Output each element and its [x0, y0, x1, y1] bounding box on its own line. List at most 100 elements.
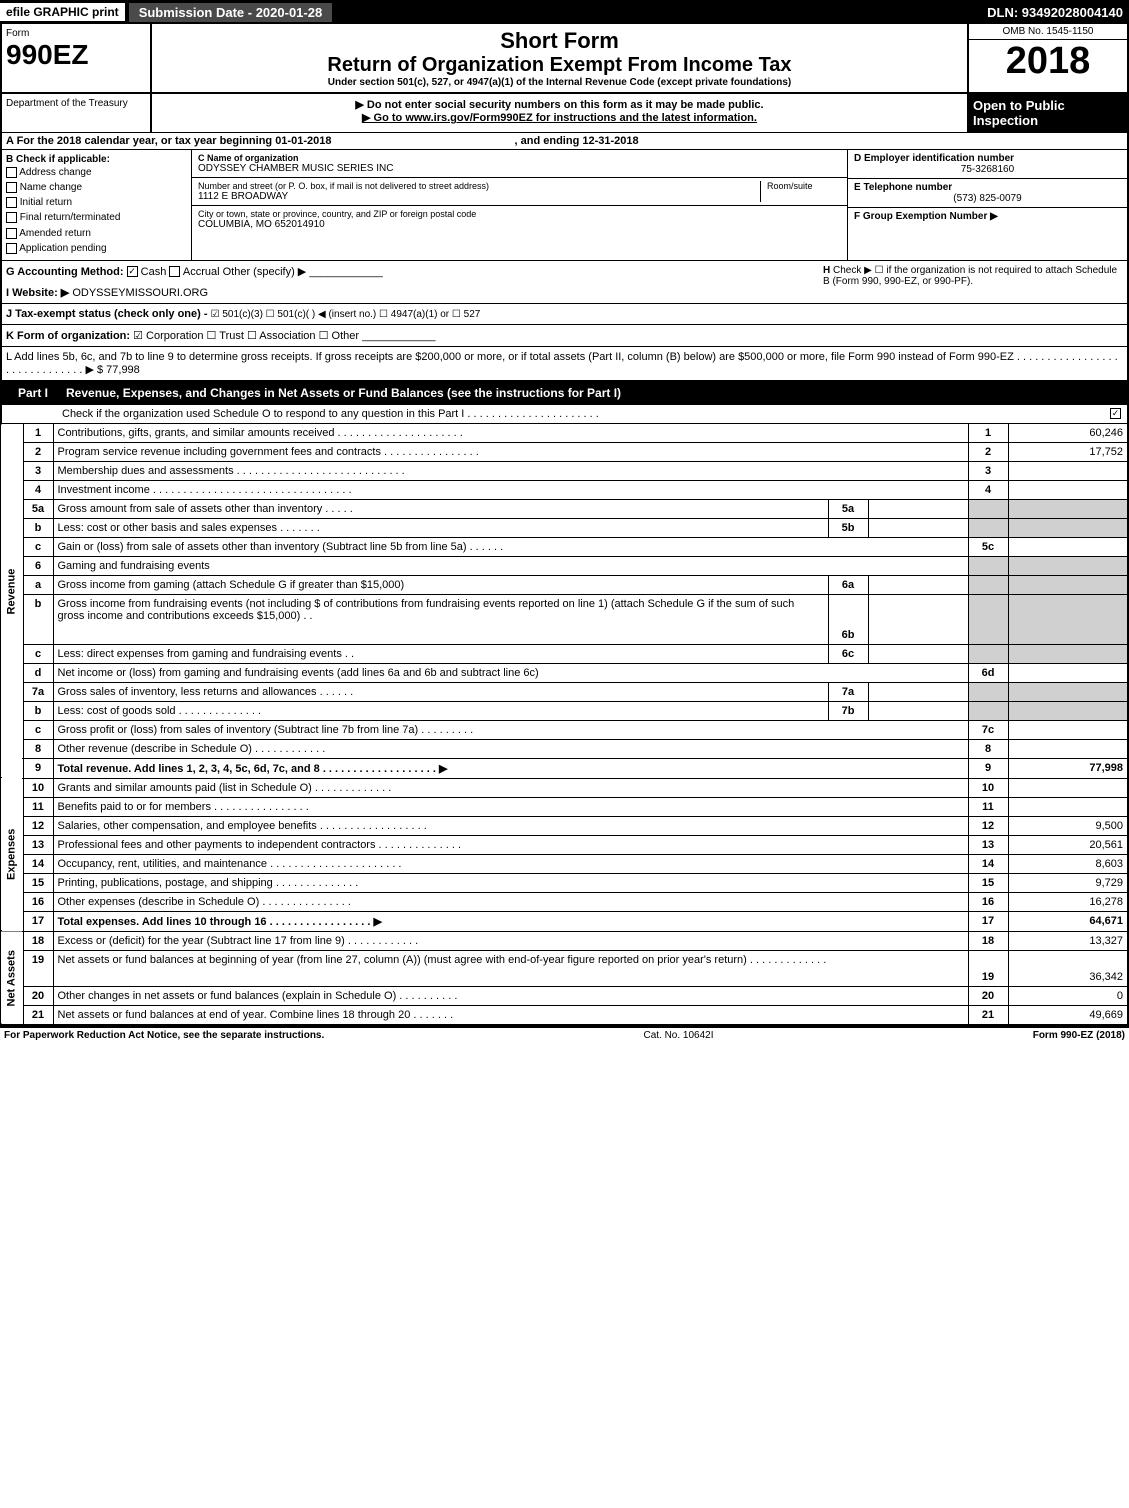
line-desc: Printing, publications, postage, and shi… — [53, 873, 968, 892]
notice1: ▶ Do not enter social security numbers o… — [156, 98, 963, 111]
check-address-change[interactable]: Address change — [6, 165, 187, 180]
checkbox-icon — [1110, 408, 1121, 419]
line-box: 11 — [968, 797, 1008, 816]
gh-row: G Accounting Method: Cash Accrual Other … — [0, 261, 1129, 304]
check-name-change[interactable]: Name change — [6, 180, 187, 195]
j-label: J Tax-exempt status (check only one) - — [6, 308, 208, 320]
line-num: 8 — [23, 739, 53, 758]
line-box: 10 — [968, 778, 1008, 797]
line-num: d — [23, 663, 53, 682]
line-num: c — [23, 720, 53, 739]
check-initial-return[interactable]: Initial return — [6, 195, 187, 210]
line-box: 21 — [968, 1005, 1008, 1025]
section-b: B Check if applicable: Address change Na… — [2, 150, 192, 260]
c-name-label: C Name of organization — [198, 153, 841, 163]
line-6c: c Less: direct expenses from gaming and … — [1, 644, 1128, 663]
line-val: 64,671 — [1008, 911, 1128, 931]
line-val: 16,278 — [1008, 892, 1128, 911]
line-num: b — [23, 594, 53, 644]
section-h: H Check ▶ ☐ if the organization is not r… — [823, 265, 1123, 299]
line-val: 20,561 — [1008, 835, 1128, 854]
line-3: 3 Membership dues and assessments . . . … — [1, 461, 1128, 480]
line-num: b — [23, 518, 53, 537]
line-num: c — [23, 537, 53, 556]
period-row: A For the 2018 calendar year, or tax yea… — [0, 133, 1129, 150]
part1-table: Revenue 1 Contributions, gifts, grants, … — [0, 424, 1129, 1026]
line-val: 49,669 — [1008, 1005, 1128, 1025]
schedule-o-checkbox[interactable] — [1110, 408, 1121, 420]
room-suite: Room/suite — [761, 181, 841, 202]
line-num: 12 — [23, 816, 53, 835]
check-amended-return[interactable]: Amended return — [6, 226, 187, 241]
section-k: K Form of organization: ☑ Corporation ☐ … — [0, 325, 1129, 347]
checkbox-icon[interactable] — [6, 182, 17, 193]
checkbox-accrual[interactable] — [169, 266, 180, 277]
title-short: Short Form — [156, 28, 963, 54]
line-box: 2 — [968, 442, 1008, 461]
form-header: Form 990EZ Short Form Return of Organiza… — [0, 24, 1129, 94]
check-application-pending[interactable]: Application pending — [6, 241, 187, 256]
period-end: , and ending 12-31-2018 — [515, 135, 639, 147]
line-desc: Less: cost or other basis and sales expe… — [53, 518, 828, 537]
line-desc: Grants and similar amounts paid (list in… — [53, 778, 968, 797]
line-val — [1008, 739, 1128, 758]
line-7b: b Less: cost of goods sold . . . . . . .… — [1, 701, 1128, 720]
notice2-link[interactable]: ▶ Go to www.irs.gov/Form990EZ for instru… — [362, 112, 757, 124]
section-l: L Add lines 5b, 6c, and 7b to line 9 to … — [0, 347, 1129, 381]
line-desc: Other changes in net assets or fund bala… — [53, 986, 968, 1005]
e-label: E Telephone number — [854, 182, 1121, 193]
line-desc: Gross income from gaming (attach Schedul… — [53, 575, 828, 594]
dln: DLN: 93492028004140 — [987, 5, 1129, 20]
checkbox-cash[interactable] — [127, 266, 138, 277]
line-6a: a Gross income from gaming (attach Sched… — [1, 575, 1128, 594]
shaded-box — [968, 594, 1008, 644]
check-final-return[interactable]: Final return/terminated — [6, 210, 187, 225]
checkbox-icon[interactable] — [6, 212, 17, 223]
line-20: 20 Other changes in net assets or fund b… — [1, 986, 1128, 1005]
line-box: 7c — [968, 720, 1008, 739]
dept-text: Department of the Treasury — [6, 98, 146, 109]
line-desc: Occupancy, rent, utilities, and maintena… — [53, 854, 968, 873]
check-label: Address change — [19, 167, 91, 178]
line-num: 14 — [23, 854, 53, 873]
checkbox-icon[interactable] — [6, 197, 17, 208]
checkbox-icon[interactable] — [6, 243, 17, 254]
check-label: Amended return — [19, 228, 91, 239]
line-17: 17 Total expenses. Add lines 10 through … — [1, 911, 1128, 931]
efile-label[interactable]: efile GRAPHIC print — [0, 3, 125, 21]
line-2: 2 Program service revenue including gove… — [1, 442, 1128, 461]
section-j: J Tax-exempt status (check only one) - ☑… — [0, 304, 1129, 325]
line-box: 12 — [968, 816, 1008, 835]
title-main: Return of Organization Exempt From Incom… — [156, 54, 963, 77]
header-right: OMB No. 1545-1150 2018 — [967, 24, 1127, 92]
submission-date: Submission Date - 2020-01-28 — [129, 3, 333, 22]
org-name: ODYSSEY CHAMBER MUSIC SERIES INC — [198, 163, 841, 174]
accrual-label: Accrual — [183, 266, 220, 278]
shaded-box — [968, 682, 1008, 701]
line-box: 3 — [968, 461, 1008, 480]
line-14: 14 Occupancy, rent, utilities, and maint… — [1, 854, 1128, 873]
line-num: 13 — [23, 835, 53, 854]
f-label: F Group Exemption Number ▶ — [854, 211, 998, 222]
subtitle: Under section 501(c), 527, or 4947(a)(1)… — [156, 77, 963, 88]
addr-left: Number and street (or P. O. box, if mail… — [198, 181, 761, 202]
shaded-box — [968, 499, 1008, 518]
line-num: b — [23, 701, 53, 720]
k-text: ☑ Corporation ☐ Trust ☐ Association ☐ Ot… — [133, 330, 359, 342]
line-desc: Other expenses (describe in Schedule O) … — [53, 892, 968, 911]
line-6b: b Gross income from fundraising events (… — [1, 594, 1128, 644]
info-right: D Employer identification number 75-3268… — [847, 150, 1127, 260]
shaded-box — [968, 518, 1008, 537]
line-21: 21 Net assets or fund balances at end of… — [1, 1005, 1128, 1025]
sub-val — [868, 701, 968, 720]
line-4: 4 Investment income . . . . . . . . . . … — [1, 480, 1128, 499]
sub-box: 7b — [828, 701, 868, 720]
line-9: 9 Total revenue. Add lines 1, 2, 3, 4, 5… — [1, 758, 1128, 778]
checkbox-icon[interactable] — [6, 167, 17, 178]
line-box: 18 — [968, 931, 1008, 950]
line-7a: 7a Gross sales of inventory, less return… — [1, 682, 1128, 701]
checkbox-icon[interactable] — [6, 228, 17, 239]
addr-label: Number and street (or P. O. box, if mail… — [198, 181, 754, 191]
addr-value: 1112 E BROADWAY — [198, 191, 754, 202]
d-label: D Employer identification number — [854, 153, 1121, 164]
